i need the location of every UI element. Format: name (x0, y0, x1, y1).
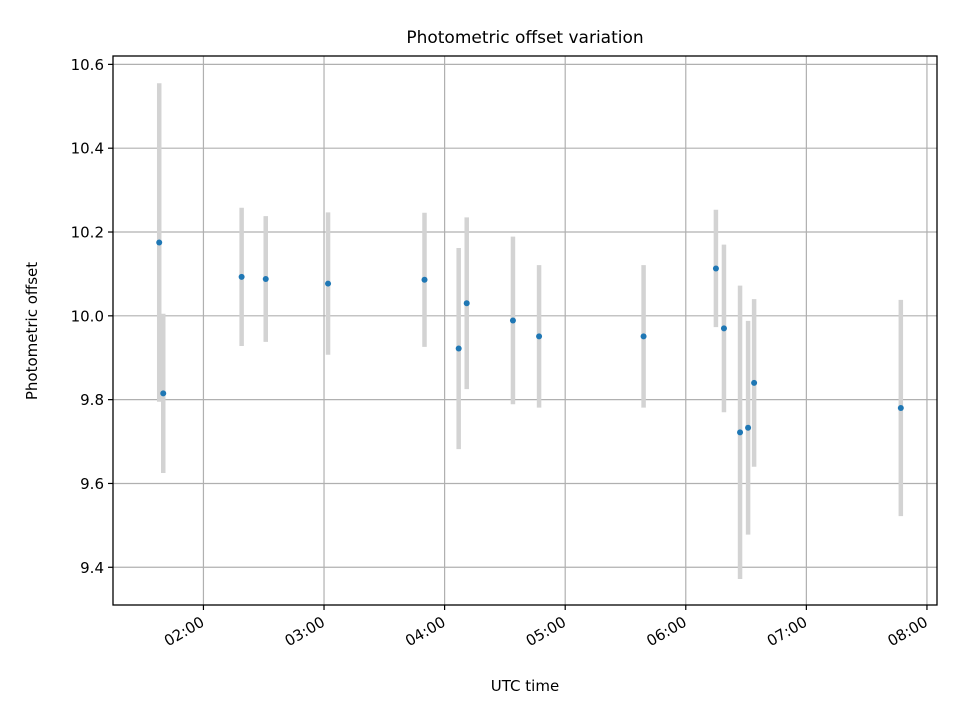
data-point (751, 379, 758, 386)
y-tick-label: 10.0 (71, 307, 104, 325)
data-point (712, 265, 719, 272)
data-point (640, 333, 647, 340)
data-point (160, 390, 167, 397)
data-point (421, 276, 428, 283)
data-point (463, 300, 470, 307)
data-point (455, 345, 462, 352)
data-point (897, 405, 904, 412)
data-points (156, 239, 904, 436)
y-tick-label: 9.6 (80, 475, 104, 493)
y-tick-label: 10.2 (71, 224, 104, 242)
data-point (737, 429, 744, 436)
y-tick-label: 10.6 (71, 56, 104, 74)
grid (113, 56, 937, 605)
y-tick-label: 9.4 (80, 559, 104, 577)
y-tick-label: 10.4 (71, 140, 104, 158)
x-axis-label: UTC time (491, 677, 559, 695)
data-point (238, 273, 245, 280)
y-axis: 9.4 9.6 9.8 10.0 10.2 10.4 10.6 (71, 56, 113, 577)
chart-title: Photometric offset variation (406, 28, 643, 48)
y-axis-label: Photometric offset (23, 262, 41, 400)
data-point (325, 280, 332, 287)
data-point (536, 333, 543, 340)
plot-frame (112, 55, 938, 606)
data-point (262, 275, 269, 282)
y-tick-label: 9.8 (80, 391, 104, 409)
data-point (745, 424, 752, 431)
data-point (509, 317, 516, 324)
data-point (720, 325, 727, 332)
data-point (156, 239, 163, 246)
